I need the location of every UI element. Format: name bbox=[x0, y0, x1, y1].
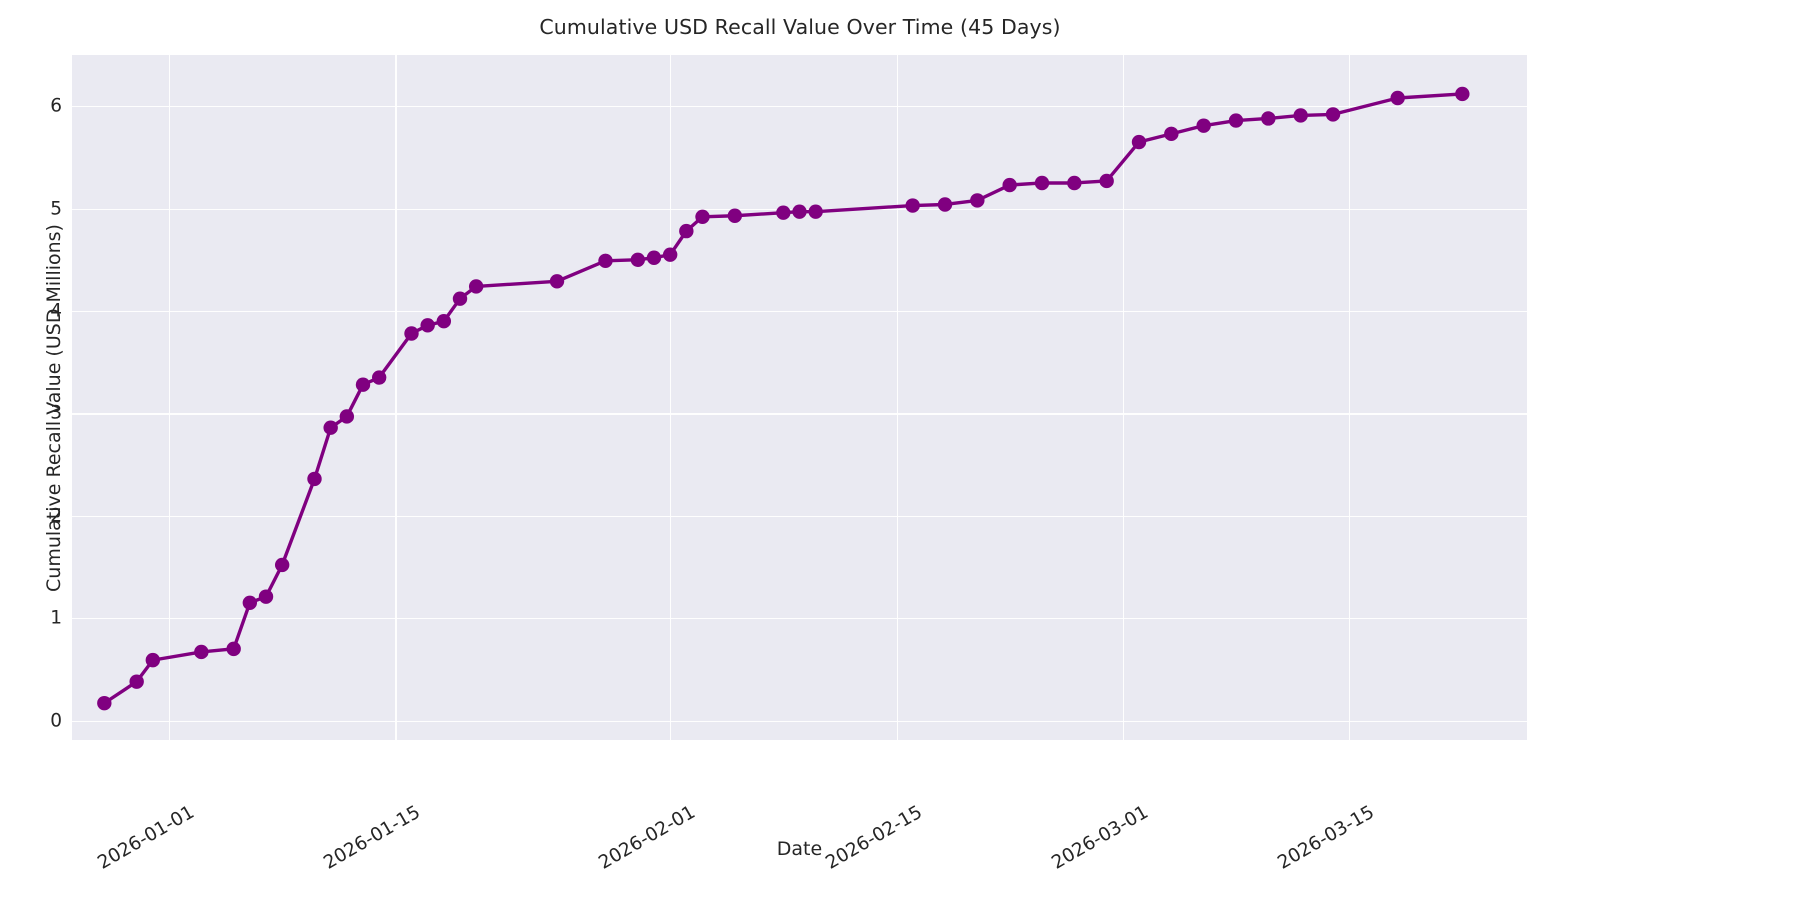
gridline-horizontal bbox=[72, 413, 1527, 415]
gridline-vertical bbox=[896, 55, 898, 740]
gridline-horizontal bbox=[72, 720, 1527, 722]
data-point-marker bbox=[1325, 107, 1341, 122]
gridline-vertical bbox=[1122, 55, 1125, 740]
y-tick-label: 4 bbox=[50, 300, 62, 322]
data-point-marker bbox=[1002, 177, 1017, 193]
data-point-marker bbox=[1228, 113, 1244, 128]
data-point-marker bbox=[371, 370, 387, 385]
data-point-marker bbox=[776, 205, 791, 220]
data-point-marker bbox=[695, 209, 710, 224]
data-point-marker bbox=[1131, 134, 1147, 150]
gridline-vertical bbox=[169, 55, 171, 740]
series-line bbox=[102, 92, 1465, 705]
gridline-horizontal bbox=[72, 618, 1527, 620]
chart-title: Cumulative USD Recall Value Over Time (4… bbox=[539, 15, 1061, 39]
gridline-vertical bbox=[395, 55, 397, 740]
gridline-horizontal bbox=[72, 515, 1527, 518]
data-point-marker bbox=[792, 204, 807, 219]
data-point-marker bbox=[1390, 90, 1405, 106]
data-point-marker bbox=[630, 252, 646, 267]
data-point-marker bbox=[662, 247, 678, 262]
data-point-marker bbox=[937, 197, 953, 212]
data-point-marker bbox=[226, 641, 241, 657]
data-point-marker bbox=[242, 595, 258, 610]
data-point-marker bbox=[808, 204, 823, 219]
data-point-marker bbox=[274, 557, 290, 573]
gridline-vertical bbox=[670, 55, 672, 740]
data-point-marker bbox=[549, 274, 565, 289]
x-tick-label: 2026-01-01 bbox=[94, 748, 291, 874]
data-point-marker bbox=[97, 695, 112, 711]
y-axis-ticks: 0 1 2 3 4 5 6 bbox=[0, 55, 62, 740]
y-tick-label: 0 bbox=[50, 710, 62, 732]
plot-area bbox=[72, 55, 1527, 740]
data-point-marker bbox=[1455, 86, 1470, 102]
data-point-marker bbox=[1164, 126, 1179, 142]
y-tick-label: 3 bbox=[50, 402, 62, 424]
data-point-marker bbox=[129, 674, 144, 689]
data-point-marker bbox=[1261, 111, 1276, 126]
gridline-horizontal bbox=[72, 106, 1527, 108]
data-point-marker bbox=[145, 652, 161, 668]
data-point-marker bbox=[468, 279, 484, 294]
data-point-marker bbox=[1196, 118, 1211, 133]
x-tick-label: 2026-02-15 bbox=[822, 748, 1019, 874]
data-point-marker bbox=[355, 377, 371, 392]
data-point-marker bbox=[258, 589, 274, 604]
x-axis-label: Date bbox=[776, 838, 823, 860]
data-point-marker bbox=[1034, 175, 1050, 191]
gridline-horizontal bbox=[72, 310, 1527, 313]
x-tick-label: 2026-03-15 bbox=[1274, 748, 1472, 874]
x-tick-label: 2026-03-01 bbox=[1048, 748, 1245, 874]
data-point-marker bbox=[194, 644, 209, 660]
data-point-marker bbox=[339, 409, 355, 424]
data-point-marker bbox=[598, 253, 613, 269]
data-point-marker bbox=[404, 326, 419, 341]
data-point-marker bbox=[1293, 108, 1308, 123]
data-point-marker bbox=[646, 250, 662, 265]
y-tick-label: 1 bbox=[50, 607, 62, 629]
data-point-marker bbox=[436, 314, 452, 329]
x-tick-label: 2026-01-15 bbox=[321, 748, 518, 874]
data-point-marker bbox=[1099, 173, 1114, 189]
data-point-marker bbox=[323, 420, 338, 435]
data-point-marker bbox=[452, 291, 468, 306]
data-point-marker bbox=[905, 198, 920, 213]
y-tick-label: 2 bbox=[50, 505, 62, 527]
y-tick-label: 5 bbox=[50, 198, 62, 220]
gridline-vertical bbox=[1349, 55, 1351, 740]
data-point-marker bbox=[970, 193, 985, 208]
line-series bbox=[97, 86, 1470, 711]
data-point-marker bbox=[679, 223, 694, 239]
x-tick-label: 2026-02-01 bbox=[595, 748, 793, 874]
y-tick-label: 6 bbox=[50, 95, 62, 117]
data-point-marker bbox=[420, 318, 435, 333]
data-point-marker bbox=[1067, 175, 1082, 191]
data-point-marker bbox=[307, 471, 322, 487]
data-point-marker bbox=[727, 208, 743, 223]
